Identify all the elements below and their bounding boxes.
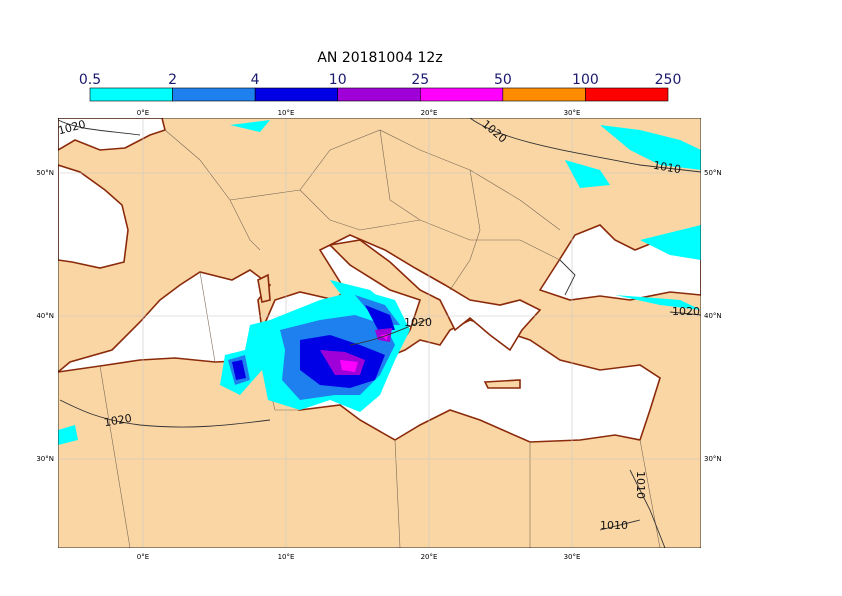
precip <box>58 120 701 445</box>
colorbar-label: 50 <box>494 72 512 88</box>
lon-label: 30°E <box>564 553 581 561</box>
isobar-label: 1010 <box>634 471 647 499</box>
colorbar-segment <box>337 87 421 102</box>
island <box>483 379 521 389</box>
isobar-label: 1020 <box>404 316 432 329</box>
lon-label: 20°E <box>421 109 438 117</box>
precip <box>320 328 392 375</box>
colorbar-segment <box>89 87 173 102</box>
lat-label: 40°N <box>36 312 54 320</box>
precip <box>340 334 388 372</box>
lon-label: 0°E <box>137 109 149 117</box>
isobar-label: 1010 <box>600 519 628 532</box>
colorbar-label: 250 <box>655 72 682 88</box>
lon-label: 30°E <box>564 109 581 117</box>
colorbar-label: 0.5 <box>79 72 101 88</box>
isobar-label: 1010 <box>652 159 682 177</box>
colorbar: 0.5 2 4 10 25 50 100 250 <box>79 72 682 102</box>
colorbar-segment <box>419 87 504 102</box>
borders <box>99 129 661 548</box>
lat-label: 50°N <box>704 169 722 177</box>
sea <box>329 234 542 352</box>
colorbar-label: 10 <box>329 72 347 88</box>
sea <box>58 164 129 269</box>
lat-label: 30°N <box>36 455 54 463</box>
lat-label: 30°N <box>704 455 722 463</box>
lon-label: 20°E <box>421 553 438 561</box>
colorbar-label: 100 <box>572 72 599 88</box>
colorbar-label: 4 <box>251 72 260 88</box>
isobar-label: 1020 <box>103 412 133 430</box>
island <box>257 273 271 303</box>
lon-label: 0°E <box>137 553 149 561</box>
lat-label: 40°N <box>704 312 722 320</box>
colorbar-segment <box>172 87 256 102</box>
colorbar-segment <box>585 87 669 102</box>
sea <box>58 118 166 151</box>
colorbar-segment <box>254 87 339 102</box>
lat-label: 50°N <box>36 169 54 177</box>
isobar-label: 1020 <box>672 305 700 318</box>
title: AN 20181004 12z <box>317 50 442 66</box>
isobar <box>58 118 701 548</box>
lon-label: 10°E <box>278 109 295 117</box>
colorbar-label: 25 <box>411 72 429 88</box>
colorbar-segment <box>502 87 586 102</box>
colorbar-label: 2 <box>168 72 177 88</box>
lon-label: 10°E <box>278 553 295 561</box>
